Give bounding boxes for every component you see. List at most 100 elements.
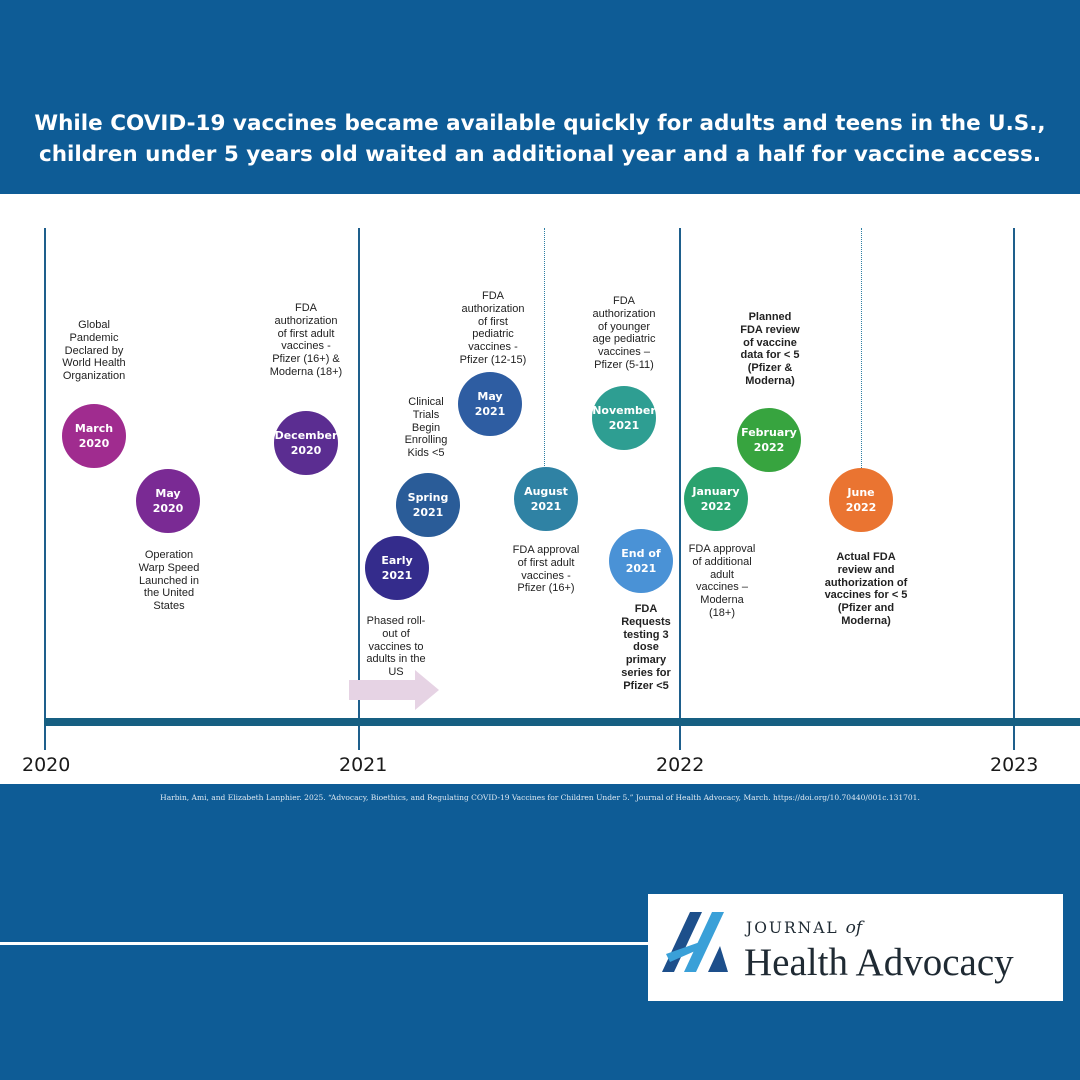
event-description-line: Pfizer <5 xyxy=(623,679,669,692)
event-description-line: adult xyxy=(710,568,734,581)
event-date-line-1: Spring xyxy=(407,491,449,504)
event-description-line: (Pfizer and xyxy=(837,602,895,615)
event-date-line-2: 2022 xyxy=(845,501,877,514)
event-circle-spring-2021: Spring 2021 xyxy=(396,473,460,537)
event-description-line: vaccines – xyxy=(696,581,748,594)
event-description-line: authorization xyxy=(592,307,656,320)
event-description-line: Warp Speed xyxy=(138,561,200,574)
dotted-line-august-2021 xyxy=(544,228,545,468)
event-description-line: Requests xyxy=(621,615,671,628)
event-description-line: age pediatric xyxy=(592,333,656,346)
event-circle-january-2022: January 2022 xyxy=(684,467,748,531)
event-description-line: Trials xyxy=(412,408,440,421)
event-description-line: vaccines to xyxy=(368,640,424,653)
year-line-2022 xyxy=(679,228,681,750)
event-description-line: FDA approval xyxy=(512,544,580,556)
event-description-line: of first adult xyxy=(277,327,335,340)
event-date-line-1: End of xyxy=(621,547,661,560)
event-description-line: FDA approval xyxy=(688,543,756,555)
event-description-january-2022: FDA approval of additional adult vaccines –… xyxy=(667,543,777,620)
event-date-line-1: May xyxy=(155,487,181,500)
event-description-line: World Health xyxy=(62,357,126,370)
event-description-may-2020: Operation Warp Speed Launched in the United… xyxy=(114,549,224,613)
event-description-may-2021: FDA authorization of first pediatric vaccine… xyxy=(433,290,553,367)
event-description-line: Moderna) xyxy=(745,374,795,387)
event-description-line: authorization xyxy=(274,314,338,327)
event-date-line-2: 2021 xyxy=(608,419,640,432)
event-description-line: adults in the xyxy=(366,653,426,666)
event-description-line: FDA review xyxy=(740,323,800,336)
event-description-line: of younger xyxy=(598,320,650,333)
event-description-line: (Pfizer & xyxy=(747,362,793,375)
event-circle-end-2021: End of 2021 xyxy=(609,529,673,593)
event-description-line: Phased roll- xyxy=(366,615,426,627)
event-date-line-1: August xyxy=(524,485,568,498)
event-description-line: out of xyxy=(382,627,410,640)
event-description-line: Kids <5 xyxy=(407,447,445,460)
event-description-early-2021: Phased roll-out of vaccines to adults in t… xyxy=(341,615,451,679)
event-date-line-1: March xyxy=(74,422,114,435)
event-description-line: FDA xyxy=(295,302,317,314)
event-description-line: FDA xyxy=(482,290,504,302)
event-description-february-2022: Planned FDA review of vaccine data for < 5(… xyxy=(710,311,830,388)
timeline-panel: 2020 2021 2022 2023 March 2020 Global Pande… xyxy=(0,194,1080,784)
event-description-line: review and xyxy=(837,563,895,576)
headline-text: While COVID-19 vaccines became available… xyxy=(10,108,1070,170)
event-description-line: Pfizer (16+) & xyxy=(272,353,340,366)
event-description-line: Global xyxy=(78,319,110,331)
event-circle-february-2022: February 2022 xyxy=(737,408,801,472)
event-description-august-2021: FDA approval of first adult vaccines - Pfiz… xyxy=(486,544,606,595)
headline-line-2: children under 5 years old waited an add… xyxy=(38,142,1041,167)
event-description-line: vaccines – xyxy=(598,346,650,359)
event-date-line-1: December xyxy=(274,429,338,442)
event-description-december-2020: FDA authorization of first adult vaccines -… xyxy=(246,302,366,379)
event-circle-november-2021: November 2021 xyxy=(592,386,656,450)
year-line-2023 xyxy=(1013,228,1015,750)
year-label-2022: 2022 xyxy=(656,754,705,776)
event-description-line: vaccines - xyxy=(281,340,331,353)
event-date-line-2: 2021 xyxy=(381,569,413,582)
journal-logo-line1: JOURNAL of xyxy=(746,918,862,938)
event-description-line: Organization xyxy=(62,370,126,383)
event-date-line-2: 2021 xyxy=(412,506,444,519)
journal-logo-word-journal: JOURNAL xyxy=(746,919,839,937)
event-description-line: primary xyxy=(625,654,667,667)
event-description-line: dose xyxy=(633,641,659,654)
headline-banner: While COVID-19 vaccines became available… xyxy=(0,0,1080,194)
dotted-line-june-2022 xyxy=(861,228,862,472)
journal-logo: JOURNAL of Health Advocacy xyxy=(648,894,1063,1001)
year-line-2020 xyxy=(44,228,46,750)
event-description-line: US xyxy=(388,666,404,679)
event-circle-june-2022: June 2022 xyxy=(829,468,893,532)
event-date-line-1: May xyxy=(477,390,503,403)
event-description-spring-2021: Clinical Trials Begin Enrolling Kids <5 xyxy=(376,396,476,460)
event-description-line: Pfizer (5-11) xyxy=(594,358,654,371)
event-description-line: of first adult xyxy=(517,556,575,569)
event-date-line-2: 2021 xyxy=(625,562,657,575)
journal-logo-word-of: of xyxy=(845,918,863,938)
event-description-line: Enrolling xyxy=(404,434,448,447)
rollout-arrow xyxy=(349,670,439,710)
event-description-march-2020: Global Pandemic Declared by World Health Org… xyxy=(34,319,154,383)
event-description-line: Declared by xyxy=(64,344,124,357)
event-description-line: of additional xyxy=(692,555,752,568)
event-description-line: of vaccine xyxy=(743,336,797,349)
event-description-line: FDA xyxy=(613,295,635,307)
event-description-line: authorization xyxy=(461,302,525,315)
event-circle-august-2021: August 2021 xyxy=(514,467,578,531)
event-description-line: Launched in xyxy=(139,574,199,587)
timeline-axis xyxy=(44,718,1080,726)
event-description-line: vaccines for < 5 xyxy=(824,589,908,602)
event-description-line: Planned xyxy=(748,311,792,323)
event-date-line-1: February xyxy=(741,426,797,439)
event-circle-may-2021: May 2021 xyxy=(458,372,522,436)
event-description-line: testing 3 xyxy=(623,628,669,641)
event-description-november-2021: FDA authorization of younger age pediatric v… xyxy=(564,295,684,372)
year-label-2020: 2020 xyxy=(22,754,71,776)
event-description-line: Moderna xyxy=(700,594,744,607)
event-date-line-1: Early xyxy=(381,554,413,567)
divider-rule xyxy=(0,942,648,945)
citation: Harbin, Ami, and Elizabeth Lanphier. 202… xyxy=(160,793,920,802)
event-date-line-1: January xyxy=(692,485,740,498)
event-description-line: pediatric xyxy=(472,328,514,341)
